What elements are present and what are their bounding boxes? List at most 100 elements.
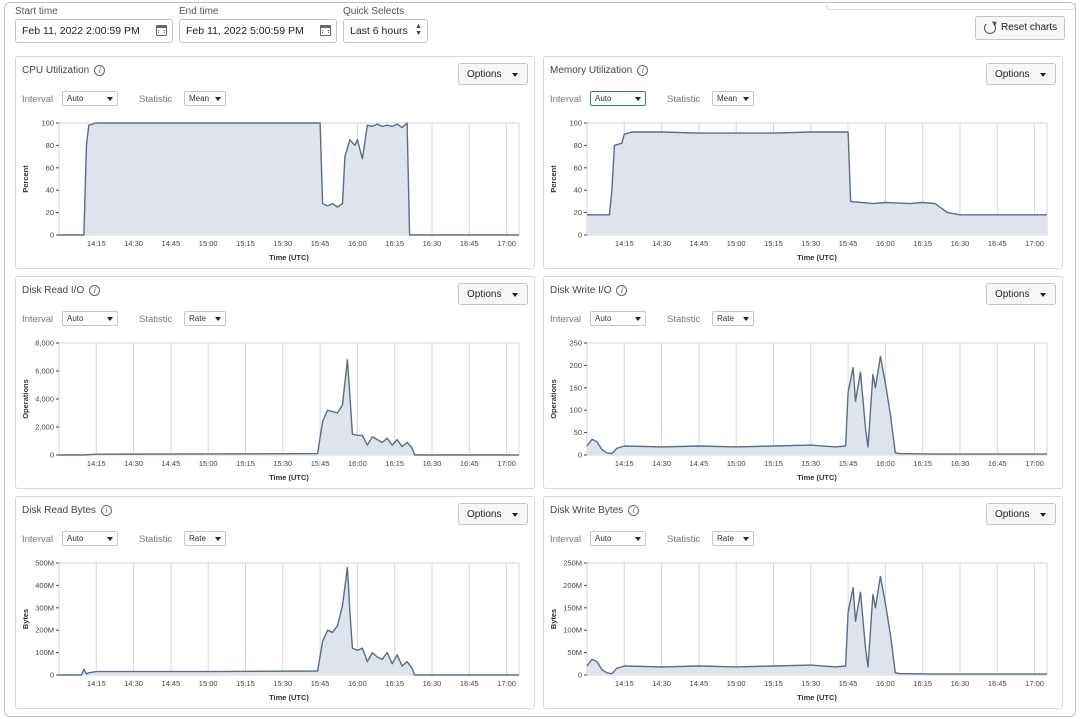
x-tick-label: 17:00 [1025,239,1044,248]
info-icon[interactable]: i [89,285,101,296]
x-tick-label: 14:15 [615,239,634,248]
x-tick-label: 15:00 [727,239,746,248]
x-tick-label: 16:15 [385,239,404,248]
x-tick-label: 15:45 [311,679,330,688]
interval-value: Auto [595,534,612,543]
y-tick-label: 100 [569,119,582,128]
statistic-select[interactable]: Rate [712,531,754,546]
statistic-label: Statistic [667,314,701,325]
y-tick-label: 0 [578,231,582,240]
start-time-field[interactable]: Feb 11, 2022 2:00:59 PM [15,19,173,43]
series-line [59,566,519,676]
statistic-label: Statistic [139,314,173,325]
metric-chart: 14:15 14:30 14:45 15:00 15:15 15:30 15:45 16:00… [21,339,520,482]
options-label: Options [995,289,1030,300]
end-time-label: End time [179,6,219,17]
x-tick-label: 15:30 [801,459,820,468]
metric-panel: Disk Read I/O i Options Interval Auto Statist… [15,276,535,489]
x-tick-label: 16:45 [460,679,479,688]
statistic-select[interactable]: Rate [712,311,754,326]
quick-selects-dropdown[interactable]: Last 6 hours ▲ ▼ [343,19,428,43]
x-axis-label: Time (UTC) [269,253,309,262]
series-line [59,359,519,456]
x-tick-label: 17:00 [497,679,516,688]
caret-down-icon [107,317,113,321]
options-button[interactable]: Options [986,283,1056,305]
y-tick-label: 250 [569,339,582,348]
options-button[interactable]: Options [458,503,528,525]
interval-select[interactable]: Auto [62,311,118,326]
quick-selects-label: Quick Selects [343,6,405,17]
y-axis-label: Percent [21,165,30,193]
caret-down-icon [107,97,113,101]
statistic-select[interactable]: Rate [184,531,226,546]
caret-down-icon [512,293,518,297]
y-tick-label: 2,000 [35,423,54,432]
caret-down-icon [512,73,518,77]
x-tick-label: 17:00 [1025,679,1044,688]
x-tick-label: 16:45 [988,679,1007,688]
statistic-value: Mean [189,94,210,103]
reset-charts-label: Reset charts [1001,22,1058,33]
x-tick-label: 16:30 [951,459,970,468]
y-tick-label: 0 [578,671,582,680]
interval-select[interactable]: Auto [590,531,646,546]
panel-title: Memory Utilization i [550,65,649,76]
x-tick-label: 14:30 [652,239,671,248]
x-tick-label: 16:45 [988,459,1007,468]
x-tick-label: 14:45 [162,239,181,248]
panel-title: Disk Write Bytes i [550,505,640,516]
info-icon[interactable]: i [616,285,628,296]
calendar-icon[interactable] [320,25,331,36]
x-tick-label: 16:00 [876,239,895,248]
options-button[interactable]: Options [458,283,528,305]
metric-chart: 14:15 14:30 14:45 15:00 15:15 15:30 15:45 16:00… [21,119,520,262]
x-tick-label: 16:00 [348,679,367,688]
quick-selects-value: Last 6 hours [350,25,408,37]
statistic-label: Statistic [139,94,173,105]
statistic-select[interactable]: Mean [184,91,226,106]
x-tick-label: 15:15 [764,679,783,688]
metric-chart: 14:15 14:30 14:45 15:00 15:15 15:30 15:45 16:00… [549,559,1048,702]
interval-select[interactable]: Auto [590,311,646,326]
x-tick-label: 16:15 [913,459,932,468]
statistic-label: Statistic [139,534,173,545]
y-tick-label: 40 [46,186,54,195]
y-tick-label: 0 [50,671,54,680]
x-tick-label: 15:45 [311,239,330,248]
y-tick-label: 80 [574,141,582,150]
options-button[interactable]: Options [986,63,1056,85]
info-icon[interactable]: i [637,65,649,76]
x-tick-label: 14:30 [652,679,671,688]
plot-area [58,342,520,456]
statistic-select[interactable]: Rate [184,311,226,326]
up-down-chevron-icon: ▲ ▼ [415,23,422,37]
calendar-icon[interactable] [156,25,167,36]
interval-select[interactable]: Auto [590,91,646,106]
x-tick-label: 16:45 [460,459,479,468]
x-tick-label: 14:15 [615,679,634,688]
caret-down-icon [743,97,749,101]
end-time-field[interactable]: Feb 11, 2022 5:00:59 PM [179,19,337,43]
x-axis-label: Time (UTC) [797,253,837,262]
info-icon[interactable]: i [100,505,112,516]
statistic-select[interactable]: Mean [712,91,754,106]
reset-charts-button[interactable]: Reset charts [975,16,1065,40]
x-tick-label: 16:00 [348,459,367,468]
interval-select[interactable]: Auto [62,531,118,546]
info-icon[interactable]: i [628,505,640,516]
x-tick-label: 14:30 [652,459,671,468]
x-tick-label: 14:45 [690,459,709,468]
y-tick-label: 100M [563,626,582,635]
x-tick-label: 15:30 [801,679,820,688]
interval-label: Interval [550,314,582,325]
options-button[interactable]: Options [986,503,1056,525]
y-tick-label: 200M [563,581,582,590]
info-icon[interactable]: i [94,65,106,76]
series-area [59,359,519,455]
caret-down-icon [635,97,641,101]
options-button[interactable]: Options [458,63,528,85]
caret-down-icon [512,513,518,517]
interval-select[interactable]: Auto [62,91,118,106]
x-tick-label: 15:00 [199,239,218,248]
